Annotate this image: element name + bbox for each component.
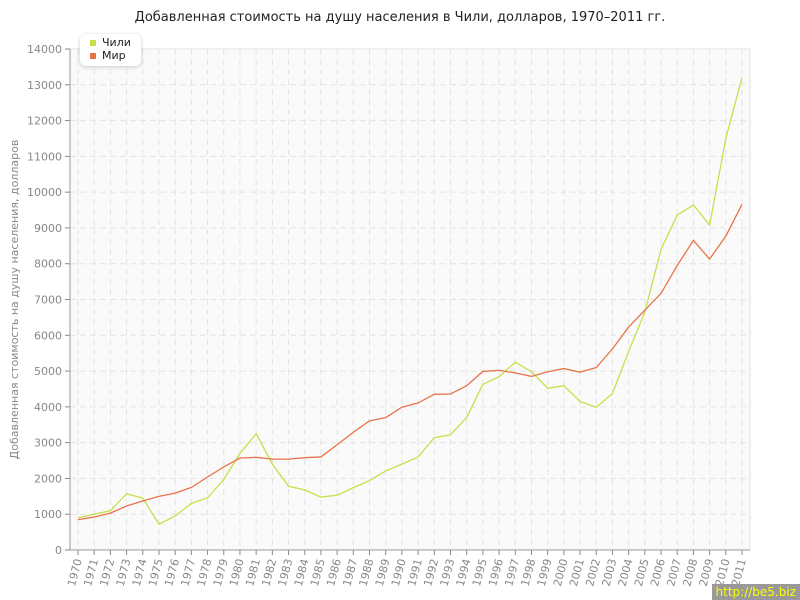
watermark: http://be5.biz bbox=[711, 584, 800, 600]
legend-label: Мир bbox=[102, 49, 126, 62]
y-tick-label: 6000 bbox=[34, 329, 62, 342]
y-tick-label: 13000 bbox=[27, 79, 62, 92]
legend-item-world: Мир bbox=[90, 49, 131, 62]
y-tick-label: 1000 bbox=[34, 508, 62, 521]
legend-swatch bbox=[90, 53, 96, 59]
legend-swatch bbox=[90, 40, 96, 46]
series-line-world bbox=[77, 204, 743, 521]
y-tick-label: 7000 bbox=[34, 294, 62, 307]
chart-title: Добавленная стоимость на душу населения … bbox=[134, 10, 666, 25]
y-tick-label: 10000 bbox=[27, 186, 62, 199]
series-line-chile bbox=[77, 77, 743, 526]
y-tick-label: 3000 bbox=[34, 437, 62, 450]
y-tick-label: 5000 bbox=[34, 365, 62, 378]
y-tick-label: 11000 bbox=[27, 150, 62, 163]
legend: Чили Мир bbox=[80, 34, 141, 66]
legend-label: Чили bbox=[102, 36, 131, 49]
y-tick-label: 2000 bbox=[34, 472, 62, 485]
y-tick-label: 4000 bbox=[34, 401, 62, 414]
y-tick-label: 8000 bbox=[34, 258, 62, 271]
y-tick-label: 9000 bbox=[34, 222, 62, 235]
y-tick-label: 0 bbox=[55, 544, 62, 557]
legend-item-chile: Чили bbox=[90, 36, 131, 49]
y-tick-label: 14000 bbox=[27, 43, 62, 56]
y-axis-label: Добавленная стоимость на душу населения,… bbox=[8, 140, 21, 460]
y-tick-label: 12000 bbox=[27, 115, 62, 128]
